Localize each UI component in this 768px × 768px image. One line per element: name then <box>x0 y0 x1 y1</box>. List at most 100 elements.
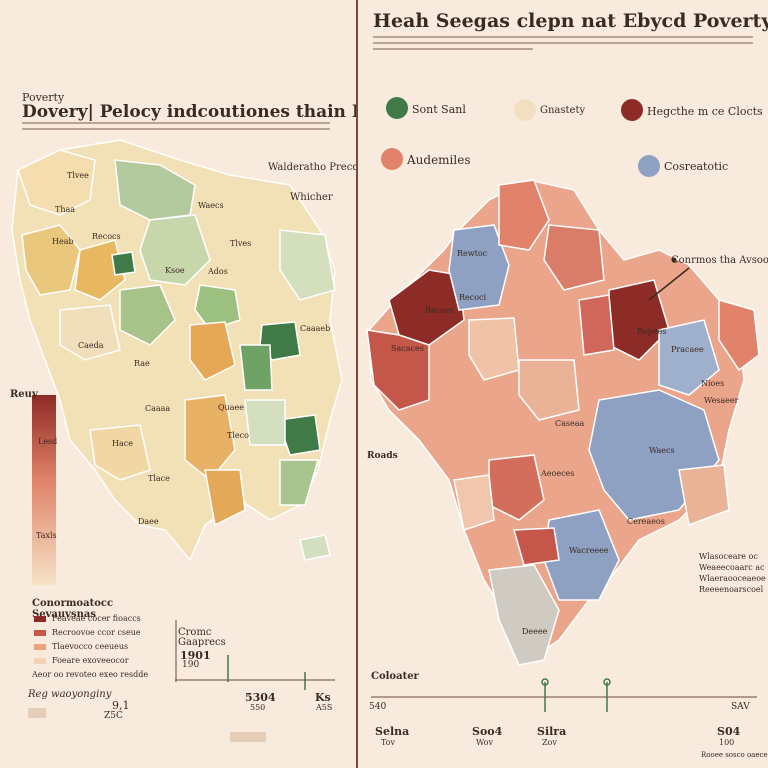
right-note: Wlaeraooceaeoe <box>699 574 766 583</box>
left-region-orange-2 <box>184 394 236 482</box>
left-region-light-4 <box>279 459 319 506</box>
right-footer: Rooee sosco oaece <box>701 751 768 759</box>
right-region-blue-1 <box>448 224 510 311</box>
right-region-light-1 <box>468 317 520 381</box>
left-region-label: Tlace <box>148 474 170 483</box>
left-region-label: Tlvee <box>67 171 89 180</box>
left-island <box>299 534 331 561</box>
legend-item: Feaveae cocer fioaccs <box>52 614 141 623</box>
legend-swatch <box>34 630 46 636</box>
left-region-label: Caaaeb <box>300 324 331 333</box>
right-tick-value: Selna <box>375 725 410 738</box>
left-axis-value-1: 5304 <box>245 691 276 704</box>
right-note: Reeeenoarscoel <box>699 585 764 594</box>
right-tick-sub: Wov <box>476 738 494 747</box>
right-region-label: Wacreeee <box>569 546 609 555</box>
right-subtitle-lines <box>373 32 753 54</box>
right-region-light-4 <box>678 464 730 527</box>
left-region-label: Recocs <box>92 232 121 241</box>
left-region-light-3 <box>244 399 286 446</box>
left-bottom-label: Reg waoyonginy <box>28 689 112 700</box>
left-region-label: Tleco <box>227 431 249 440</box>
left-title: Dovery| Pelocy indcoutiones thain Rurey … <box>22 102 356 122</box>
right-legend-label: Gnastety <box>540 105 586 116</box>
left-region-orange-1 <box>189 321 236 381</box>
right-region-red-1 <box>366 329 430 411</box>
colorbar-bottom-label: Taxls <box>36 531 57 540</box>
left-legend-footer: Aeor oo revoteo exeo resdde <box>32 670 149 679</box>
colorbar <box>32 395 56 585</box>
right-callout-label: Conrmos tha Avsoo <box>671 255 768 266</box>
left-inset-label-2: Gaaprecs <box>178 637 226 648</box>
right-region-blue-3 <box>658 319 720 396</box>
right-axis-end: SAV <box>731 702 750 712</box>
right-region-red-5 <box>718 299 760 372</box>
left-region-green-2 <box>139 214 211 286</box>
left-region-green-5 <box>239 344 273 391</box>
legend-swatch <box>34 616 46 622</box>
right-tick-value: Soo4 <box>472 725 503 738</box>
right-map-panel: Heah Seegas clepn nat Ebycd Poverty inea… <box>359 0 768 768</box>
left-region-yellow-1 <box>17 149 96 216</box>
right-legend-label: Sont Sanl <box>412 103 466 116</box>
right-region-label: Pracaee <box>671 345 704 354</box>
right-axis-title: Coloater <box>371 671 419 682</box>
colorbar-top-label: Lesd <box>38 437 58 446</box>
right-region-label: Recoci <box>459 293 487 302</box>
right-region-light-2 <box>518 359 580 421</box>
left-axis-value-2: Ks <box>315 691 331 704</box>
right-note: Wlasoceare oc <box>699 552 758 561</box>
right-region-grey <box>488 564 560 666</box>
right-region-label: Cereaeos <box>627 517 665 526</box>
right-note: Weaeecoaarc ac <box>699 563 765 572</box>
left-region-label: Daee <box>138 517 159 526</box>
left-axis-value-1-sub: 550 <box>250 703 266 712</box>
right-legend-label: Audemiles <box>407 153 471 167</box>
right-legend-label: Hegcthe m ce Clocts <box>647 105 763 118</box>
right-callout-line <box>648 267 690 301</box>
legend-dot <box>381 148 403 170</box>
left-region-green-dark-1 <box>111 251 136 276</box>
left-subtitle-lines <box>22 118 330 134</box>
right-region-label: Nioes <box>701 379 725 388</box>
left-region-green-6 <box>279 229 336 301</box>
right-region-orange-1 <box>498 179 550 251</box>
left-region-label: Rae <box>134 359 150 368</box>
legend-dot <box>638 155 660 177</box>
right-region-label: Deeee <box>522 627 548 636</box>
legend-item: Foeare exoveeocor <box>52 656 129 665</box>
right-tick-sub: Tov <box>381 738 396 747</box>
right-region-orange-2 <box>543 224 605 291</box>
left-inset-value: 1901 <box>180 649 211 662</box>
left-bottom-value-sub: Z5C <box>104 711 123 721</box>
right-region-label: Rewtoc <box>457 249 488 258</box>
left-region-label: Tlves <box>230 239 252 248</box>
right-region-label: Waecs <box>649 446 675 455</box>
right-region-label: Repees <box>637 327 667 336</box>
left-inset-value-sub: 190 <box>182 660 200 670</box>
right-region-label: Caseaa <box>555 419 585 428</box>
legend-item: Tlaevocco ceeueus <box>52 642 129 651</box>
right-region-light-3 <box>453 474 495 531</box>
left-region-orange-3 <box>204 469 246 527</box>
left-region-label: Quaee <box>218 403 244 412</box>
left-region-label: Thaa <box>55 205 76 214</box>
legend-dot <box>514 99 536 121</box>
left-bottom-value: 9,1 <box>112 699 130 712</box>
right-tick-value: S04 <box>717 725 741 738</box>
right-axis-start: 540 <box>369 702 387 712</box>
left-region-label: Caeda <box>78 341 104 350</box>
left-region-label: Waecs <box>198 201 224 210</box>
right-region-red-2 <box>578 294 615 356</box>
legend-item: Recroovoe ccor cseue <box>52 628 141 637</box>
left-annotation-top: Walderatho Precd. <box>268 162 356 173</box>
right-tick-sub: 100 <box>719 738 735 747</box>
left-choropleth-map <box>11 139 343 742</box>
left-region-light-2 <box>89 424 151 481</box>
left-region-label: Ksoe <box>165 266 185 275</box>
legend-dot <box>621 99 643 121</box>
left-inset-label-1: Cromc <box>178 627 212 638</box>
legend-dot <box>386 97 408 119</box>
left-region-label: Heab <box>52 237 74 246</box>
left-region-label: Caaaa <box>145 404 171 413</box>
